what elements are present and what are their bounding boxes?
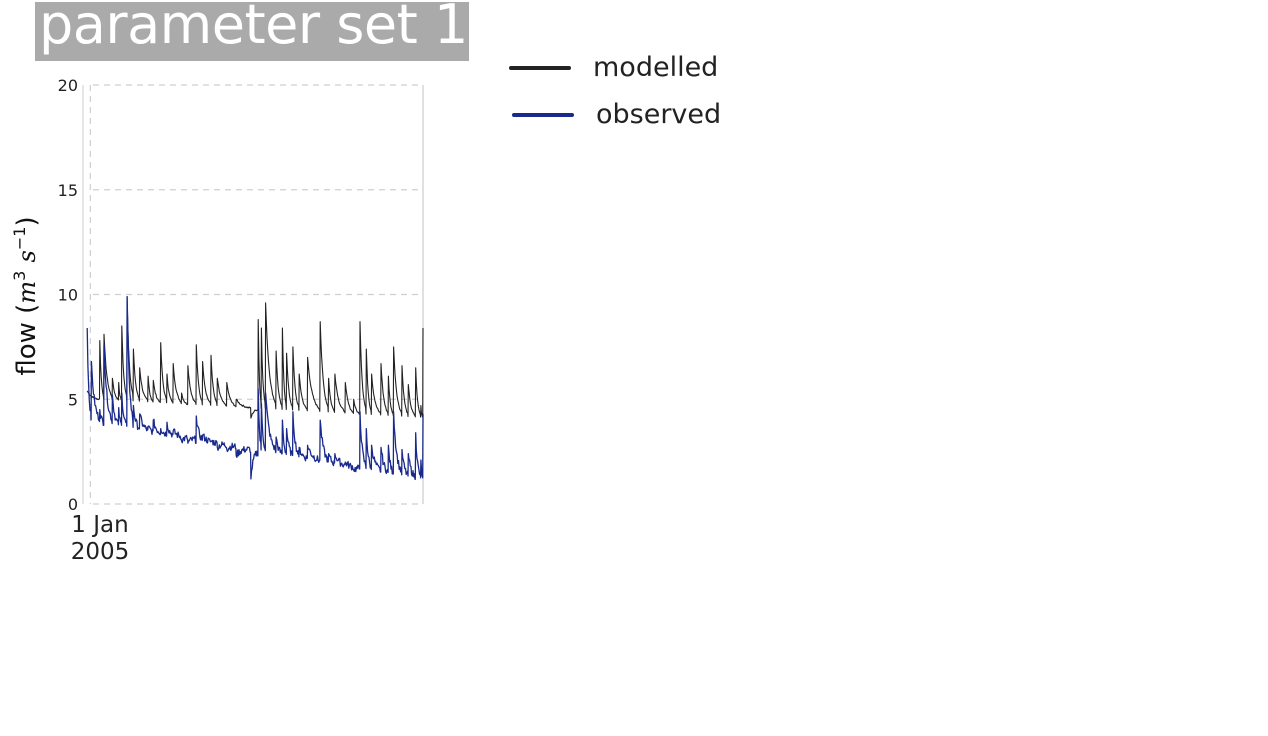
legend-line-modelled [509,66,571,70]
x-tick-label: 1 Jan 2005 [70,512,130,565]
series-lines [86,295,424,480]
y-axis-unit-m-exponent: 3 [10,270,30,281]
y-tick-labels: 0 5 10 15 20 [58,76,78,514]
y-axis-label-suffix: ) [11,216,42,227]
legend-label-observed: observed [596,99,722,130]
series-line-modelled [86,296,424,419]
y-axis-unit-m: m [12,280,41,304]
y-axis-unit-s: s [12,250,41,263]
y-tick-label: 15 [58,181,78,200]
y-axis-label: flow (m3 s−1) [10,216,42,375]
legend-label-modelled: modelled [593,52,719,83]
y-axis-unit-s-exponent: −1 [10,226,30,251]
legend-line-observed [512,113,574,117]
series-line-observed [86,295,424,480]
y-axis-label-prefix: flow ( [11,303,42,376]
y-tick-label: 0 [68,495,78,514]
y-tick-label: 5 [68,390,78,409]
chart-title-box: parameter set 1 [35,2,469,61]
grid-lines [89,84,419,505]
chart-title: parameter set 1 [39,2,468,56]
y-tick-label: 20 [58,76,78,95]
y-tick-label: 10 [58,286,78,305]
